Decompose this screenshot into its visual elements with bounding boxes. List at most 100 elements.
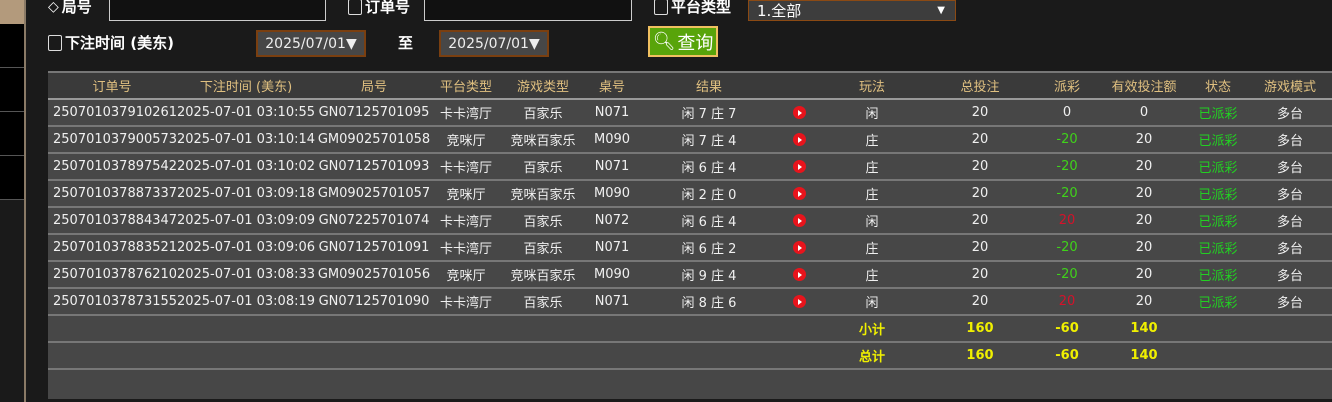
total-total-bet: 160	[926, 342, 1034, 370]
date-from-select[interactable]: 2025/07/01 ▼	[256, 30, 366, 57]
video-cell[interactable]	[780, 234, 818, 262]
sidebar-item[interactable]	[0, 24, 24, 68]
payout-cell: -20	[1034, 126, 1100, 154]
table-row[interactable]: 250701037873155 2025-07-01 03:08:19 GN0712…	[48, 288, 1332, 316]
game-type-cell: 百家乐	[500, 153, 586, 181]
valid-bet-cell: 20	[1100, 207, 1188, 235]
table-no-cell: N071	[586, 153, 638, 181]
round-label: ◇ 局号	[48, 0, 92, 17]
game-type-cell: 百家乐	[500, 234, 586, 262]
column-header: 下注时间 (美东)	[176, 71, 316, 100]
play-video-icon[interactable]	[792, 187, 806, 200]
bet-type-cell: 庄	[818, 153, 926, 181]
game-mode-cell: 多台	[1248, 126, 1332, 154]
round-id-cell: GM09025701058	[316, 126, 432, 154]
game-type-cell: 百家乐	[500, 288, 586, 316]
game-type-cell: 竞咪百家乐	[500, 261, 586, 289]
valid-bet-cell: 20	[1100, 153, 1188, 181]
video-cell[interactable]	[780, 153, 818, 181]
bet-type-cell: 庄	[818, 126, 926, 154]
sidebar-item[interactable]	[0, 156, 24, 200]
game-type-cell: 竞咪百家乐	[500, 126, 586, 154]
search-button-label: 查询	[677, 32, 714, 54]
order-input[interactable]	[424, 0, 632, 21]
platform-cell: 卡卡湾厅	[432, 288, 500, 316]
date-to-select[interactable]: 2025/07/01 ▼	[439, 30, 549, 57]
total-bet-cell: 20	[926, 234, 1034, 262]
platform-cell: 卡卡湾厅	[432, 153, 500, 181]
game-mode-cell: 多台	[1248, 261, 1332, 289]
valid-bet-cell: 20	[1100, 261, 1188, 289]
game-type-cell: 百家乐	[500, 207, 586, 235]
table-no-cell: M090	[586, 180, 638, 208]
calendar-icon	[48, 34, 62, 51]
table-row[interactable]: 250701037910261 2025-07-01 03:10:55 GN0712…	[48, 99, 1332, 127]
order-label-text: 订单号	[365, 0, 411, 16]
video-cell[interactable]	[780, 126, 818, 154]
platform-cell: 竞咪厅	[432, 126, 500, 154]
table-no-cell: N071	[586, 288, 638, 316]
table-no-cell: N071	[586, 99, 638, 127]
platform-cell: 竞咪厅	[432, 180, 500, 208]
sidebar-item[interactable]	[0, 68, 24, 112]
order-id-cell: 250701037900573	[48, 126, 176, 154]
result-cell: 闲 6 庄 4	[638, 207, 780, 235]
round-id-cell: GM09025701056	[316, 261, 432, 289]
table-row[interactable]: 250701037884347 2025-07-01 03:09:09 GN0722…	[48, 207, 1332, 235]
total-bet-cell: 20	[926, 153, 1034, 181]
video-cell[interactable]	[780, 180, 818, 208]
empty-cell	[432, 315, 500, 343]
platform-select[interactable]: 1.全部 ▼	[748, 0, 956, 21]
search-button[interactable]: 🔍︎ 查询	[648, 26, 718, 57]
table-row[interactable]: 250701037900573 2025-07-01 03:10:14 GM0902…	[48, 126, 1332, 154]
video-cell[interactable]	[780, 261, 818, 289]
empty-row	[48, 369, 1332, 399]
game-mode-cell: 多台	[1248, 99, 1332, 127]
video-cell[interactable]	[780, 99, 818, 127]
total-valid-bet: 140	[1100, 342, 1188, 370]
order-label: 订单号	[348, 0, 410, 17]
round-id-cell: GN07225701074	[316, 207, 432, 235]
bet-time-cell: 2025-07-01 03:09:18	[176, 180, 316, 208]
total-bet-cell: 20	[926, 288, 1034, 316]
status-cell: 已派彩	[1188, 126, 1248, 154]
sidebar-item[interactable]	[0, 112, 24, 156]
total-bet-cell: 20	[926, 180, 1034, 208]
play-video-icon[interactable]	[792, 241, 806, 254]
table-row[interactable]: 250701037876210 2025-07-01 03:08:33 GM0902…	[48, 261, 1332, 289]
platform-label-text: 平台类型	[671, 0, 732, 16]
order-id-cell: 250701037887337	[48, 180, 176, 208]
game-type-cell: 百家乐	[500, 99, 586, 127]
bet-time-cell: 2025-07-01 03:09:06	[176, 234, 316, 262]
play-video-icon[interactable]	[792, 106, 806, 119]
order-id-cell: 250701037873155	[48, 288, 176, 316]
empty-cell	[1248, 315, 1332, 343]
result-cell: 闲 6 庄 2	[638, 234, 780, 262]
order-id-cell: 250701037910261	[48, 99, 176, 127]
round-id-cell: GN07125701091	[316, 234, 432, 262]
status-cell: 已派彩	[1188, 234, 1248, 262]
empty-cell	[1188, 342, 1248, 370]
chevron-down-icon: ▼	[345, 35, 357, 52]
status-cell: 已派彩	[1188, 261, 1248, 289]
table-row[interactable]: 250701037897542 2025-07-01 03:10:02 GN0712…	[48, 153, 1332, 181]
empty-cell	[316, 315, 432, 343]
video-cell[interactable]	[780, 207, 818, 235]
table-row[interactable]: 250701037883521 2025-07-01 03:09:06 GN0712…	[48, 234, 1332, 262]
platform-cell: 竞咪厅	[432, 261, 500, 289]
game-mode-cell: 多台	[1248, 180, 1332, 208]
round-input[interactable]	[109, 0, 326, 21]
column-header: 订单号	[48, 71, 176, 100]
play-video-icon[interactable]	[792, 268, 806, 281]
play-video-icon[interactable]	[792, 295, 806, 308]
column-header: 结果	[638, 71, 780, 100]
play-video-icon[interactable]	[792, 160, 806, 173]
date-to-value: 2025/07/01	[448, 35, 529, 52]
video-cell[interactable]	[780, 288, 818, 316]
round-id-cell: GN07125701090	[316, 288, 432, 316]
table-row[interactable]: 250701037887337 2025-07-01 03:09:18 GM0902…	[48, 180, 1332, 208]
empty-cell	[176, 315, 316, 343]
column-header: 游戏模式	[1248, 71, 1332, 100]
play-video-icon[interactable]	[792, 133, 806, 146]
play-video-icon[interactable]	[792, 214, 806, 227]
